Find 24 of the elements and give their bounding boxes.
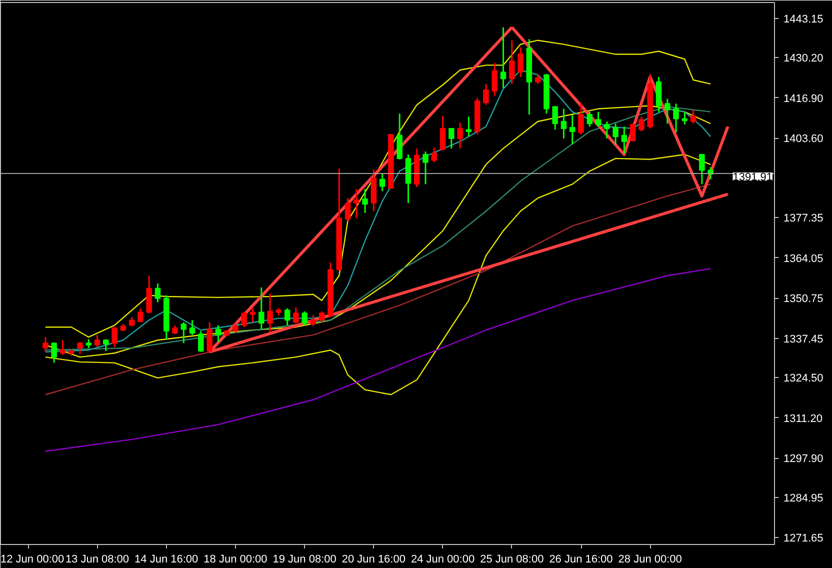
y-tick-label: 1311.20 — [784, 412, 822, 425]
x-tick-label: 28 Jun 00:00 — [618, 554, 682, 566]
x-tick-label: 26 Jun 16:00 — [549, 554, 613, 566]
x-tick-label: 12 Jun 00:00 — [0, 554, 64, 566]
y-tick-label: 1271.65 — [784, 532, 824, 545]
y-tick-label: 1430.20 — [784, 52, 824, 65]
x-tick-label: 24 Jun 00:00 — [410, 554, 475, 566]
y-tick-label: 1403.60 — [784, 133, 824, 146]
y-tick-label: 1284.95 — [784, 492, 824, 504]
x-tick-label: 14 Jun 16:00 — [134, 554, 198, 566]
y-tick-label: 1324.50 — [784, 372, 824, 385]
x-tick-label: 20 Jun 16:00 — [342, 554, 406, 566]
y-tick-label: 1297.90 — [784, 453, 824, 466]
ref-line-label: 1391.91 — [732, 172, 773, 184]
x-tick-label: 13 Jun 08:00 — [65, 554, 130, 566]
x-tick-label: 18 Jun 00:00 — [204, 554, 268, 566]
y-tick-label: 1416.90 — [784, 92, 824, 105]
y-tick-label: 1350.75 — [784, 293, 824, 306]
y-tick-label: 1364.05 — [784, 252, 824, 265]
x-tick-label: 25 Jun 08:00 — [480, 554, 544, 566]
y-tick-label: 1443.15 — [784, 13, 824, 26]
y-tick-label: 1377.35 — [784, 212, 824, 225]
y-tick-label: 1337.45 — [784, 333, 824, 346]
x-tick-label: 19 Jun 08:00 — [272, 554, 336, 566]
